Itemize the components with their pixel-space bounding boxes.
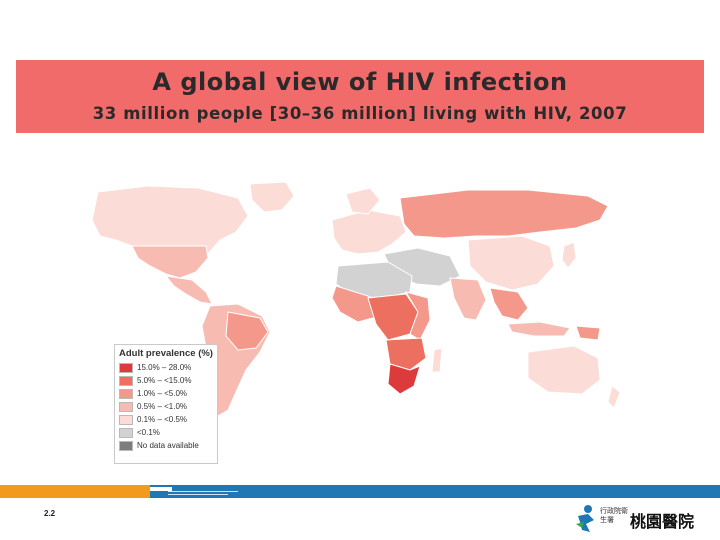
legend-label: 0.5% – <1.0% (137, 402, 188, 412)
legend-label: 1.0% – <5.0% (137, 389, 188, 399)
legend-swatch (119, 389, 133, 399)
region-indonesia (507, 321, 571, 337)
world-map-svg (91, 181, 621, 417)
footer-stripe (168, 494, 228, 495)
legend-item: No data available (119, 441, 199, 451)
region-scandinavia (345, 187, 381, 215)
legend-item: 0.5% – <1.0% (119, 402, 187, 412)
world-map (88, 180, 633, 462)
region-greenland (249, 181, 295, 213)
page-subtitle: 33 million people [30–36 million] living… (92, 104, 628, 123)
page-title: A global view of HIV infection (152, 68, 568, 96)
region-southern-africa (387, 363, 421, 395)
region-papua (575, 325, 601, 341)
region-europe (331, 209, 407, 255)
legend-swatch (119, 402, 133, 412)
hospital-logo: 行政院衛生署 桃園醫院 (574, 502, 714, 536)
region-china (467, 235, 555, 291)
hospital-name: 桃園醫院 (630, 512, 695, 531)
legend-item: 0.1% – <0.5% (119, 415, 187, 425)
legend-item: 15.0% – 28.0% (119, 363, 191, 373)
footer-stripe (168, 491, 238, 492)
legend-item: <0.1% (119, 428, 160, 438)
legend-label: <0.1% (137, 428, 160, 438)
region-brazil (225, 311, 269, 351)
legend-swatch (119, 376, 133, 386)
region-japan (561, 241, 577, 269)
footer-blue-bar (150, 485, 720, 498)
region-west-africa (331, 285, 381, 323)
legend-item: 5.0% – <15.0% (119, 376, 191, 386)
legend-title: Adult prevalence (%) (119, 348, 213, 359)
legend-label: 0.1% – <0.5% (137, 415, 188, 425)
region-india (449, 277, 487, 321)
region-australia (527, 345, 601, 395)
legend-label: No data available (137, 441, 199, 451)
footer-band (0, 485, 720, 498)
legend-swatch (119, 428, 133, 438)
region-southeast-asia (489, 287, 529, 321)
footer-stripe (150, 487, 172, 491)
region-russia (399, 189, 609, 239)
region-southern-africa-mid (385, 337, 427, 371)
footer-orange-bar (0, 485, 150, 498)
ministry-label: 行政院衛生署 (600, 507, 628, 524)
slide-number: 2.2 (44, 509, 56, 518)
ministry-logo-icon (576, 505, 594, 532)
region-new-zealand (607, 385, 621, 409)
region-central-america (164, 275, 213, 305)
region-usa (131, 245, 209, 279)
legend-label: 5.0% – <15.0% (137, 376, 192, 386)
legend-swatch (119, 441, 133, 451)
region-madagascar (431, 347, 443, 373)
legend-label: 15.0% – 28.0% (137, 363, 192, 373)
legend-item: 1.0% – <5.0% (119, 389, 187, 399)
legend-swatch (119, 415, 133, 425)
title-banner: A global view of HIV infection 33 millio… (16, 60, 704, 133)
legend: Adult prevalence (%) 15.0% – 28.0% 5.0% … (114, 344, 218, 464)
legend-swatch (119, 363, 133, 373)
